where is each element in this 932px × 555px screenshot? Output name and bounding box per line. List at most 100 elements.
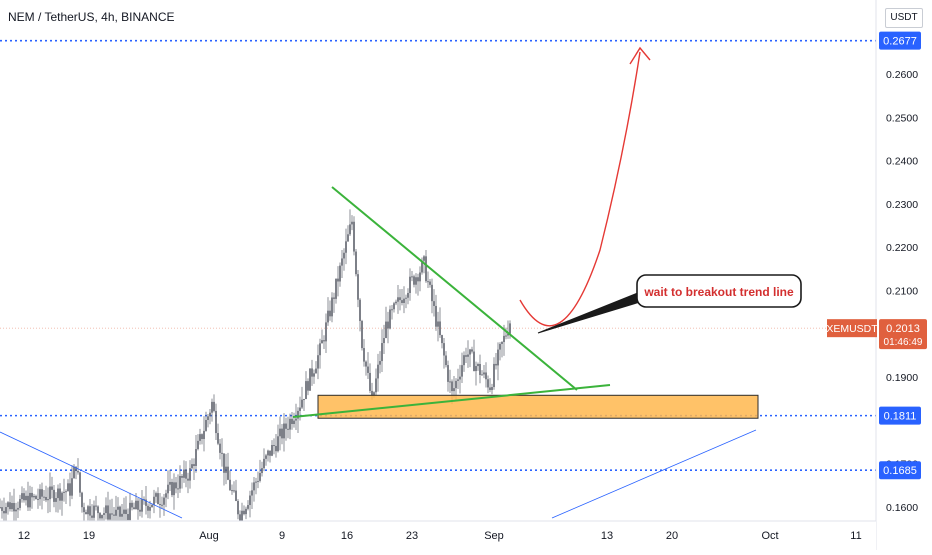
candle: [207, 413, 209, 428]
candle: [267, 449, 269, 462]
candle: [185, 461, 187, 488]
candle: [277, 424, 279, 453]
candle: [43, 490, 45, 501]
candle: [501, 341, 503, 358]
candle: [441, 334, 443, 349]
candle: [51, 476, 53, 499]
x-tick-label: 12: [18, 530, 30, 542]
level-price-tag: 0.1811: [879, 406, 921, 425]
candle: [453, 376, 455, 398]
candle: [95, 495, 97, 511]
candle: [347, 225, 349, 242]
candle: [289, 413, 291, 440]
candle: [405, 294, 407, 309]
candle: [437, 311, 439, 342]
candle: [11, 495, 13, 512]
candle: [287, 416, 289, 439]
level-price-tag: 0.2677: [879, 31, 921, 50]
candle: [147, 503, 149, 519]
candle: [397, 285, 399, 314]
candle: [149, 500, 151, 519]
candle: [321, 329, 323, 344]
candle: [261, 461, 263, 477]
candle: [317, 344, 319, 380]
candle: [187, 472, 189, 494]
candle: [479, 354, 481, 384]
long-trendline-right[interactable]: [551, 429, 757, 519]
annotation-callout[interactable]: wait to breakout trend line: [537, 274, 802, 334]
candle: [0, 498, 1, 509]
candle: [115, 495, 117, 525]
candle: [137, 497, 139, 520]
candle: [191, 458, 193, 470]
candle: [465, 347, 467, 364]
x-tick-label: 20: [666, 530, 678, 542]
candle: [417, 273, 419, 296]
candle: [197, 434, 199, 451]
candle: [505, 327, 507, 340]
candle: [349, 209, 351, 237]
descending-trendline[interactable]: [331, 186, 578, 391]
y-tick-label: 0.2500: [886, 112, 918, 124]
candle: [57, 484, 59, 513]
candle: [165, 489, 167, 508]
candle: [3, 497, 5, 523]
candle: [361, 319, 363, 351]
candle: [89, 498, 91, 522]
callout-text: wait to breakout trend line: [643, 285, 794, 299]
candle: [23, 488, 25, 503]
candle: [297, 407, 299, 433]
candle: [63, 478, 65, 502]
candle: [401, 289, 403, 306]
candle: [193, 458, 195, 480]
candle: [385, 306, 387, 339]
candle: [285, 417, 287, 441]
candle: [395, 299, 397, 306]
candle: [221, 438, 223, 467]
candle: [283, 413, 285, 452]
candle: [75, 466, 77, 480]
currency-button[interactable]: USDT: [885, 8, 923, 28]
candle: [499, 342, 501, 361]
ascending-trendline[interactable]: [292, 384, 611, 418]
candle: [205, 411, 207, 432]
candle: [29, 485, 31, 511]
candle: [17, 501, 19, 518]
candle: [325, 313, 327, 354]
candle: [13, 488, 15, 527]
candle: [449, 369, 451, 394]
candle: [491, 383, 493, 395]
candle: [215, 403, 217, 441]
chart-title: NEM / TetherUS, 4h, BINANCE: [8, 10, 175, 24]
svg-text:0.1811: 0.1811: [884, 411, 917, 423]
candle: [279, 416, 281, 451]
candle: [237, 499, 239, 520]
candle: [359, 298, 361, 332]
candle: [481, 370, 483, 376]
projection-arrow[interactable]: [519, 51, 641, 327]
candle: [35, 494, 37, 500]
candle: [393, 301, 395, 313]
candle: [139, 498, 141, 517]
candle: [161, 496, 163, 510]
long-trendline-left[interactable]: [0, 431, 183, 519]
candle: [275, 434, 277, 458]
candle: [175, 476, 177, 494]
candle: [459, 364, 461, 394]
candle: [203, 416, 205, 452]
candle: [121, 503, 123, 523]
time-axis[interactable]: [0, 521, 876, 550]
candle: [87, 504, 89, 521]
candle: [357, 269, 359, 308]
y-tick-label: 0.2300: [886, 199, 918, 211]
candle: [173, 473, 175, 510]
candle: [403, 286, 405, 314]
candle: [435, 294, 437, 331]
candle: [457, 368, 459, 390]
support-zone[interactable]: [317, 394, 759, 419]
candle: [265, 453, 267, 466]
candle: [309, 368, 311, 391]
candle: [419, 266, 421, 292]
